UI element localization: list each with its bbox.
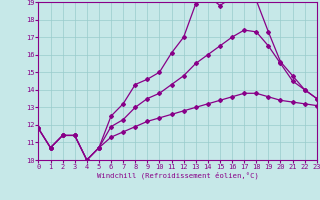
X-axis label: Windchill (Refroidissement éolien,°C): Windchill (Refroidissement éolien,°C) xyxy=(97,172,259,179)
